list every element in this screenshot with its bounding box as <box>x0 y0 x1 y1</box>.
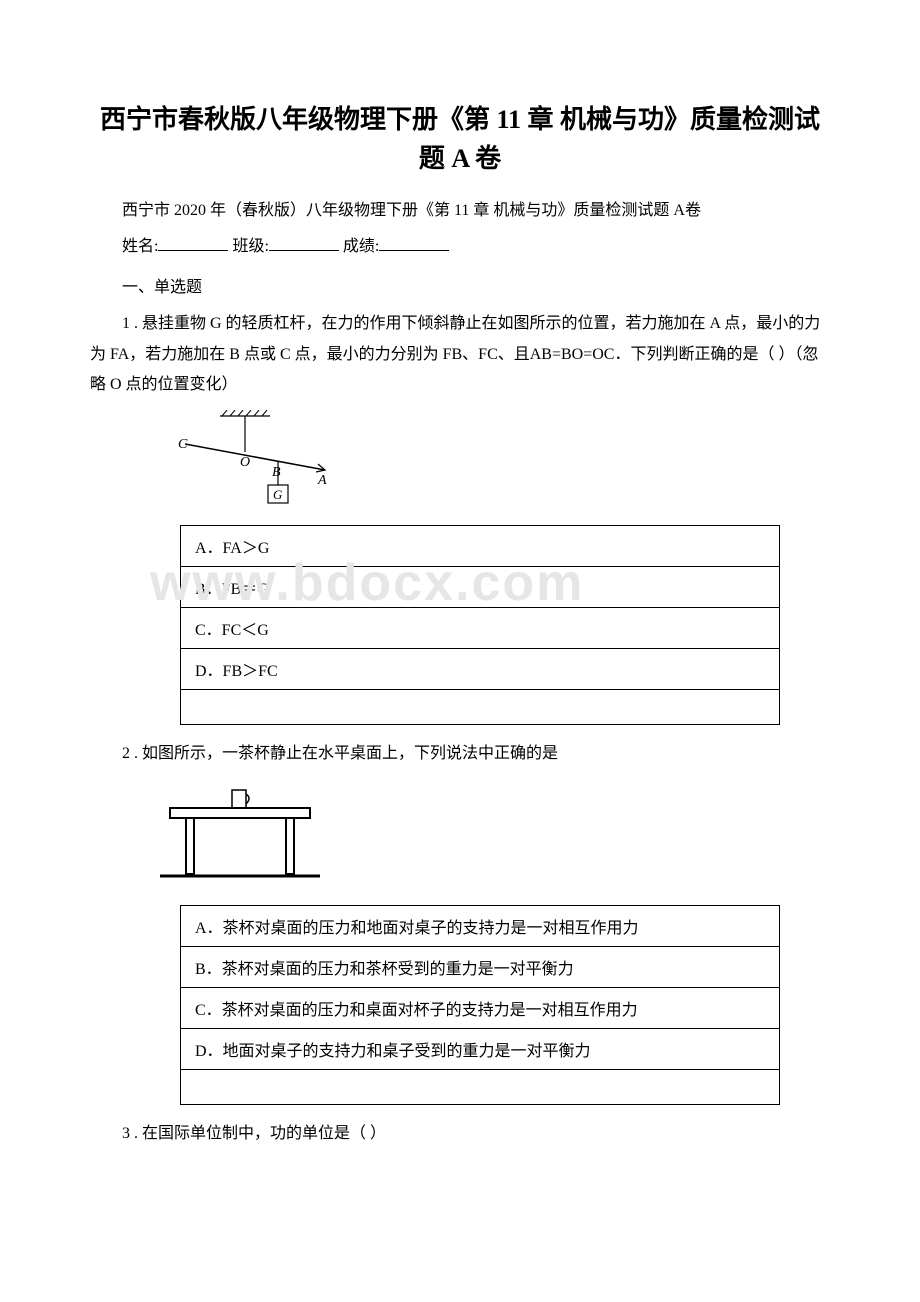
question-1-diagram: C O B A G <box>150 410 830 515</box>
q1-option-c[interactable]: C．FC＜G <box>181 608 780 649</box>
question-2-text: 2 . 如图所示，一茶杯静止在水平桌面上，下列说法中正确的是 <box>90 739 830 769</box>
blank-score[interactable] <box>379 235 449 251</box>
student-info-line: 姓名: 班级: 成绩: <box>90 232 830 262</box>
question-3-text: 3 . 在国际单位制中，功的单位是（ ） <box>90 1119 830 1149</box>
intro-paragraph: 西宁市 2020 年（春秋版）八年级物理下册《第 11 章 机械与功》质量检测试… <box>90 196 830 226</box>
question-2-options: A．茶杯对桌面的压力和地面对桌子的支持力是一对相互作用力 B．茶杯对桌面的压力和… <box>180 905 780 1105</box>
label-B: B <box>272 465 281 480</box>
label-name: 姓名: <box>122 238 158 255</box>
question-1-options: A．FA＞G B．FB＝G C．FC＜G D．FB＞FC <box>180 525 780 725</box>
blank-name[interactable] <box>158 235 228 251</box>
section-one-heading: 一、单选题 <box>90 273 830 303</box>
q1-option-d[interactable]: D．FB＞FC <box>181 649 780 690</box>
label-class: 班级: <box>232 238 268 255</box>
q1-option-a[interactable]: A．FA＞G <box>181 526 780 567</box>
q2-option-c[interactable]: C．茶杯对桌面的压力和桌面对杯子的支持力是一对相互作用力 <box>181 987 780 1028</box>
q2-option-b[interactable]: B．茶杯对桌面的压力和茶杯受到的重力是一对平衡力 <box>181 946 780 987</box>
q2-option-d[interactable]: D．地面对桌子的支持力和桌子受到的重力是一对平衡力 <box>181 1028 780 1069</box>
question-2-diagram <box>150 780 830 895</box>
label-G: G <box>273 487 283 502</box>
label-score: 成绩: <box>343 238 379 255</box>
page-title: 西宁市春秋版八年级物理下册《第 11 章 机械与功》质量检测试题 A 卷 <box>90 100 830 178</box>
q1-option-empty <box>181 690 780 725</box>
label-O: O <box>240 455 250 470</box>
label-A: A <box>317 473 327 488</box>
q2-option-empty <box>181 1069 780 1104</box>
q1-option-b[interactable]: B．FB＝G <box>181 567 780 608</box>
question-1-text: 1 . 悬挂重物 G 的轻质杠杆，在力的作用下倾斜静止在如图所示的位置，若力施加… <box>90 309 830 400</box>
label-C: C <box>178 437 188 452</box>
blank-class[interactable] <box>269 235 339 251</box>
q2-option-a[interactable]: A．茶杯对桌面的压力和地面对桌子的支持力是一对相互作用力 <box>181 905 780 946</box>
